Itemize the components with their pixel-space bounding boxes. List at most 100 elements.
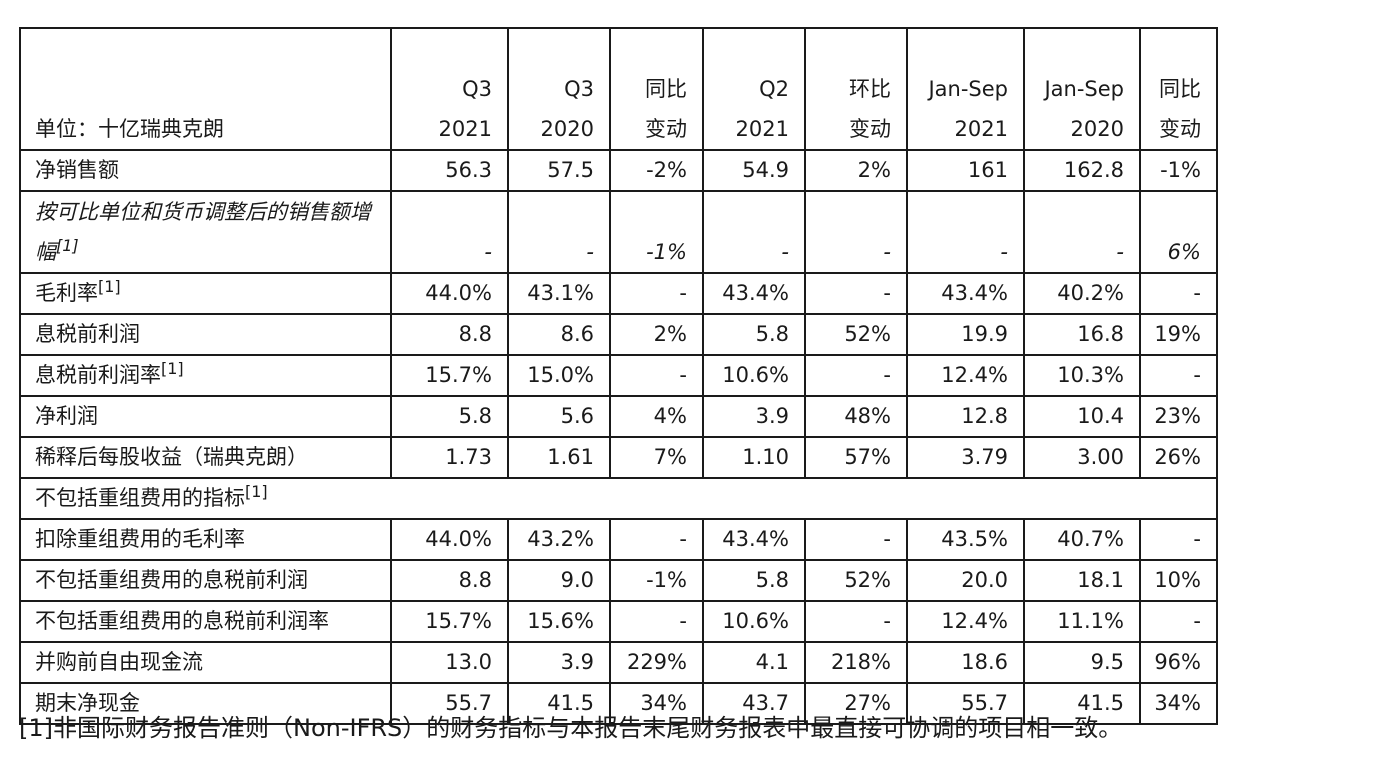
table-cell: 15.7%: [390, 600, 509, 643]
table-cell: 43.4%: [702, 272, 806, 315]
footnote-marker: [1]: [245, 482, 268, 501]
table-row: 并购前自由现金流 13.0 3.9 229% 4.1 218% 18.6 9.5 96%: [19, 641, 1218, 684]
table-cell: -1%: [1139, 149, 1218, 192]
column-header: 同比 变动: [609, 27, 704, 151]
table-cell: -2%: [609, 149, 704, 192]
table-cell: -: [804, 190, 908, 274]
table-cell: -1%: [609, 190, 704, 274]
table-cell: 27%: [804, 682, 908, 725]
table-cell: 44.0%: [390, 272, 509, 315]
table-cell: 10.3%: [1023, 354, 1141, 397]
table-cell: 2%: [609, 313, 704, 356]
footnote: [1]非国际财务报告准则（Non-IFRS）的财务指标与本报告末尾财务报表中最直…: [19, 714, 1123, 742]
table-cell: -: [609, 354, 704, 397]
table-cell: 11.1%: [1023, 600, 1141, 643]
table-cell: 10%: [1139, 559, 1218, 602]
table-cell: 96%: [1139, 641, 1218, 684]
column-header: Q3 2020: [507, 27, 611, 151]
table-cell: 43.4%: [906, 272, 1025, 315]
table-cell: 20.0: [906, 559, 1025, 602]
table-cell: 5.8: [702, 559, 806, 602]
column-header: 同比 变动: [1139, 27, 1218, 151]
table-cell: 54.9: [702, 149, 806, 192]
table-cell: 10.6%: [702, 600, 806, 643]
table-cell: -: [609, 272, 704, 315]
table-cell: -1%: [609, 559, 704, 602]
table-cell: 5.8: [702, 313, 806, 356]
table-cell: 44.0%: [390, 518, 509, 561]
table-cell: 2%: [804, 149, 908, 192]
table-row: 不包括重组费用的息税前利润率 15.7% 15.6% -10.6% -12.4% 11.1…: [19, 600, 1218, 643]
table-cell: 43.5%: [906, 518, 1025, 561]
row-label: 不包括重组费用的息税前利润: [19, 559, 392, 602]
table-cell: 52%: [804, 313, 908, 356]
table-cell: -: [1139, 354, 1218, 397]
table-cell: 8.6: [507, 313, 611, 356]
table-row: 期末净现金 55.7 41.5 34% 43.7 27% 55.7 41.5 34%: [19, 682, 1218, 725]
column-header: Jan-Sep 2021: [906, 27, 1025, 151]
table-row: 扣除重组费用的毛利率 44.0% 43.2% -43.4% -43.5% 40.7% -: [19, 518, 1218, 561]
table-cell: 1.10: [702, 436, 806, 479]
table-cell: -: [390, 190, 509, 274]
table-cell: 18.6: [906, 641, 1025, 684]
table-cell: 9.5: [1023, 641, 1141, 684]
table-cell: 1.73: [390, 436, 509, 479]
table-cell: 43.2%: [507, 518, 611, 561]
table-cell: 4.1: [702, 641, 806, 684]
table-cell: 15.0%: [507, 354, 611, 397]
table-cell: 16.8: [1023, 313, 1141, 356]
table-cell: 23%: [1139, 395, 1218, 438]
row-label: 毛利率[1]: [19, 272, 392, 315]
table-cell: 5.6: [507, 395, 611, 438]
table-cell: 9.0: [507, 559, 611, 602]
table-cell: 13.0: [390, 641, 509, 684]
footnote-marker: [1]: [56, 236, 79, 255]
table-cell: 6%: [1139, 190, 1218, 274]
footnote-marker: [1]: [98, 277, 121, 296]
table-cell: -: [609, 518, 704, 561]
financial-summary-table: 单位：十亿瑞典克朗 Q3 2021 Q3 2020 同比 变动 Q2 2021 环比变…: [19, 27, 1218, 725]
section-label: 不包括重组费用的指标[1]: [19, 477, 1218, 520]
table-cell: -: [609, 600, 704, 643]
table-row: 息税前利润率[1] 15.7% 15.0% -10.6% -12.4% 10.3% -: [19, 354, 1218, 397]
table-cell: 56.3: [390, 149, 509, 192]
table-cell: 18.1: [1023, 559, 1141, 602]
table-cell: -: [1139, 600, 1218, 643]
row-label: 息税前利润: [19, 313, 392, 356]
column-header: 环比 变动: [804, 27, 908, 151]
table-cell: 55.7: [906, 682, 1025, 725]
table-cell: 3.9: [702, 395, 806, 438]
table-cell: 162.8: [1023, 149, 1141, 192]
table-row: 稀释后每股收益（瑞典克朗） 1.73 1.61 7% 1.10 57% 3.79 3.00 26…: [19, 436, 1218, 479]
table-cell: 43.1%: [507, 272, 611, 315]
table-row: 净销售额 56.3 57.5 -2% 54.9 2% 161 162.8 -1%: [19, 149, 1218, 192]
table-row: 不包括重组费用的息税前利润 8.8 9.0 -1% 5.8 52% 20.0 18.1 10%: [19, 559, 1218, 602]
table-cell: 43.7: [702, 682, 806, 725]
table-cell: -: [804, 354, 908, 397]
table-cell: 55.7: [390, 682, 509, 725]
table-cell: 12.4%: [906, 354, 1025, 397]
table-cell: -: [1139, 272, 1218, 315]
table-cell: 10.6%: [702, 354, 806, 397]
table-cell: -: [804, 272, 908, 315]
header-row: 单位：十亿瑞典克朗 Q3 2021 Q3 2020 同比 变动 Q2 2021 环比变…: [19, 27, 1218, 151]
table-cell: 41.5: [1023, 682, 1141, 725]
column-header: Q2 2021: [702, 27, 806, 151]
table-row: 净利润 5.8 5.6 4% 3.9 48% 12.8 10.4 23%: [19, 395, 1218, 438]
row-label: 期末净现金: [19, 682, 392, 725]
table-cell: 3.00: [1023, 436, 1141, 479]
table-cell: -: [906, 190, 1025, 274]
table-cell: 7%: [609, 436, 704, 479]
table-cell: 1.61: [507, 436, 611, 479]
row-label: 息税前利润率[1]: [19, 354, 392, 397]
table-cell: 3.79: [906, 436, 1025, 479]
row-label: 扣除重组费用的毛利率: [19, 518, 392, 561]
table-cell: 43.4%: [702, 518, 806, 561]
row-label: 按可比单位和货币调整后的销售额增幅[1]: [19, 190, 392, 274]
table-cell: 57.5: [507, 149, 611, 192]
table-cell: 3.9: [507, 641, 611, 684]
table-cell: -: [804, 518, 908, 561]
table-cell: 15.6%: [507, 600, 611, 643]
row-label: 净销售额: [19, 149, 392, 192]
table-cell: -: [1139, 518, 1218, 561]
